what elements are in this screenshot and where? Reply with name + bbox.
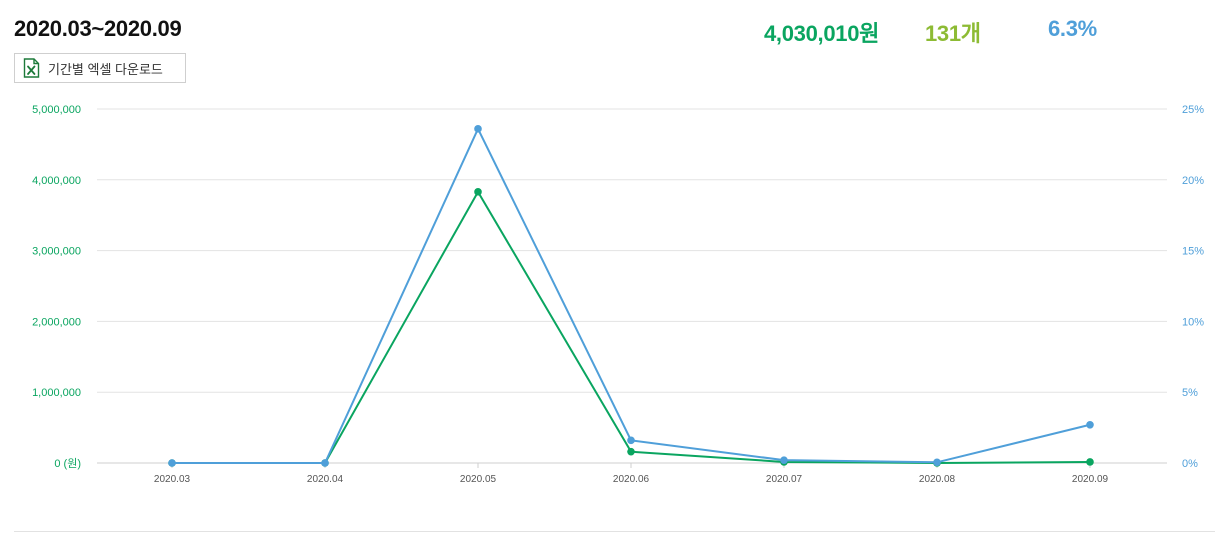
data-point[interactable] [321,459,329,467]
data-point[interactable] [474,125,482,133]
x-tick-label: 2020.09 [1072,474,1109,485]
x-tick-label: 2020.07 [766,474,803,485]
period-title: 2020.03~2020.09 [14,16,182,41]
x-tick-label: 2020.05 [460,474,497,485]
y-left-tick-label: 3,000,000 [32,246,81,258]
y-right-tick-label: 15% [1182,246,1204,258]
left-axis-ticks: 0 (원) 1,000,000 2,000,000 3,000,000 4,000,00… [32,104,81,470]
data-point[interactable] [1086,458,1094,466]
x-tick-label: 2020.08 [919,474,956,485]
y-left-tick-label: 2,000,000 [32,316,81,328]
y-left-tick-label: 1,000,000 [32,387,81,399]
x-tick-label: 2020.04 [307,474,344,485]
right-axis-ticks: 0% 5% 10% 15% 20% 25% [1182,104,1204,470]
data-point[interactable] [933,458,941,467]
series-line-1 [172,126,1091,464]
y-left-tick-label: 0 (원) [54,457,81,470]
grid-lines [97,108,1167,464]
series-line-0 [172,189,1091,465]
data-point[interactable] [780,456,788,464]
x-tick-label: 2020.06 [613,474,650,485]
y-right-tick-label: 10% [1182,316,1204,328]
data-point[interactable] [1086,420,1094,429]
total-amount: 4,030,010원 [764,21,880,46]
y-right-tick-label: 25% [1182,104,1204,116]
excel-download-label: 기간별 엑셀 다운로드 [48,61,163,77]
series-lines [168,125,1094,467]
rate-value: 6.3% [1048,16,1097,41]
excel-download-button[interactable]: 기간별 엑셀 다운로드 [14,53,186,83]
x-axis-ticks: 2020.03 2020.04 2020.05 2020.06 2020.07 2020.… [154,463,1109,485]
y-right-tick-label: 5% [1182,387,1198,399]
excel-file-icon [23,58,40,78]
x-tick-label: 2020.03 [154,474,191,485]
y-left-tick-label: 5,000,000 [32,104,81,116]
bottom-divider [14,531,1215,532]
y-right-tick-label: 0% [1182,458,1198,470]
y-left-tick-label: 4,000,000 [32,175,81,187]
data-point[interactable] [627,436,635,445]
data-point[interactable] [474,188,482,196]
data-point[interactable] [168,459,176,467]
y-right-tick-label: 20% [1182,175,1204,187]
total-count: 131개 [925,21,981,46]
data-point[interactable] [627,447,635,456]
